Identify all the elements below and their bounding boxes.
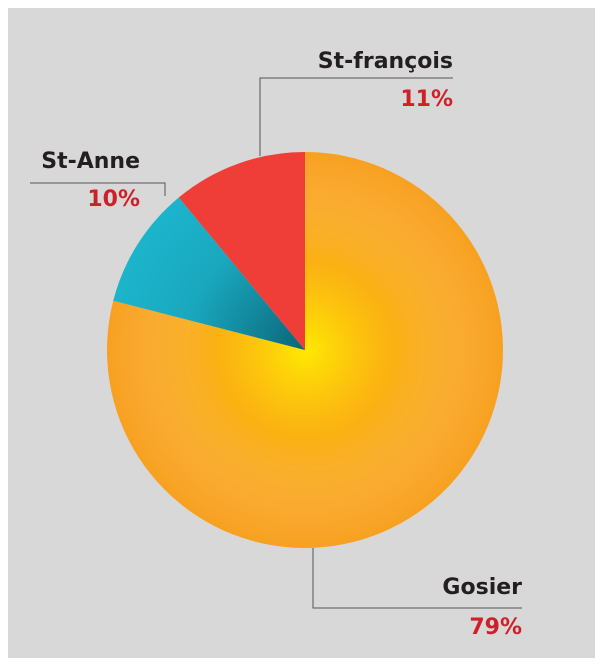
value-label: 10%: [87, 187, 140, 212]
leader-line: [30, 182, 166, 196]
value-label: 11%: [400, 87, 453, 112]
slice-label: Gosier: [442, 575, 522, 600]
slice-shading: [113, 197, 305, 350]
pie-slice: [178, 152, 305, 350]
leader-line: [259, 77, 453, 156]
value-label: 79%: [469, 615, 522, 640]
leader-line: [312, 548, 522, 609]
slice-shading: [107, 152, 504, 549]
slice-label: St-françois: [318, 49, 453, 74]
slice-label: St-Anne: [41, 149, 140, 174]
